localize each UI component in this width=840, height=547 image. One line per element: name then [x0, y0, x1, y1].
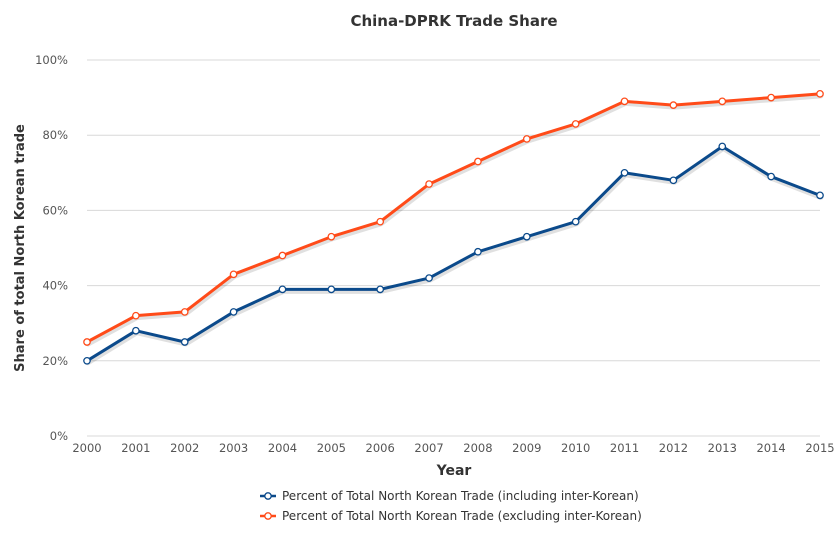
x-tick-label: 2010 [561, 441, 590, 455]
y-axis-ticks: 0% 20% 40% 60% 80% 100% [35, 53, 68, 443]
legend-marker-icon [264, 492, 272, 500]
data-point[interactable] [83, 356, 91, 365]
series-line [85, 144, 822, 363]
x-tick-label: 2006 [366, 441, 395, 455]
data-point[interactable] [180, 338, 189, 346]
x-tick-label: 2001 [121, 441, 150, 455]
series-line-shadow [85, 145, 824, 366]
x-tick-label: 2014 [756, 441, 785, 455]
chart-title: China-DPRK Trade Share [350, 12, 557, 30]
data-point[interactable] [474, 157, 482, 166]
series-line [85, 92, 822, 344]
data-point[interactable] [278, 285, 287, 294]
data-point[interactable] [376, 285, 385, 294]
gridlines [87, 59, 820, 437]
y-tick-label: 80% [42, 128, 68, 142]
data-point[interactable] [229, 270, 238, 279]
legend-item-1[interactable]: Percent of Total North Korean Trade (inc… [260, 489, 639, 503]
x-tick-label: 2000 [72, 441, 101, 455]
data-point[interactable] [522, 135, 531, 143]
series-lines [83, 89, 824, 366]
x-axis-ticks: 2000 2001 2002 2003 2004 2005 2006 2007 2008 2009… [72, 441, 834, 455]
data-point[interactable] [327, 232, 336, 241]
data-point[interactable] [571, 120, 580, 128]
x-tick-label: 2002 [170, 441, 199, 455]
x-tick-label: 2009 [512, 441, 541, 455]
data-point[interactable] [522, 232, 531, 241]
y-tick-label: 60% [42, 203, 68, 217]
data-point[interactable] [376, 217, 385, 226]
data-point[interactable] [180, 308, 189, 316]
y-tick-label: 100% [35, 53, 68, 67]
data-point[interactable] [278, 251, 287, 260]
x-tick-label: 2005 [317, 441, 346, 455]
legend-item-2[interactable]: Percent of Total North Korean Trade (exc… [260, 509, 642, 523]
data-point[interactable] [229, 308, 238, 316]
legend-label: Percent of Total North Korean Trade (inc… [282, 489, 639, 503]
data-point[interactable] [83, 338, 91, 346]
y-tick-label: 20% [42, 354, 68, 368]
data-point[interactable] [718, 97, 727, 106]
x-axis-title: Year [436, 463, 472, 479]
y-axis-title: Share of total North Korean trade [13, 124, 28, 372]
series-1 [83, 142, 824, 366]
x-tick-label: 2004 [268, 441, 297, 455]
y-tick-label: 40% [42, 279, 68, 293]
legend-label: Percent of Total North Korean Trade (exc… [282, 509, 642, 523]
data-point[interactable] [816, 89, 824, 98]
data-point[interactable] [669, 101, 678, 109]
x-tick-label: 2007 [414, 441, 443, 455]
data-point[interactable] [425, 274, 433, 282]
x-tick-label: 2011 [610, 441, 639, 455]
data-point[interactable] [327, 285, 336, 294]
data-point[interactable] [767, 172, 775, 181]
data-point[interactable] [425, 180, 433, 188]
x-tick-label: 2012 [659, 441, 688, 455]
x-tick-label: 2013 [708, 441, 737, 455]
series-line-shadow [85, 93, 824, 347]
legend-marker-icon [264, 512, 272, 520]
x-tick-label: 2015 [805, 441, 834, 455]
data-point[interactable] [816, 191, 824, 200]
data-point[interactable] [132, 326, 140, 335]
data-point[interactable] [620, 97, 629, 106]
x-tick-label: 2003 [219, 441, 248, 455]
data-point[interactable] [571, 217, 580, 226]
x-tick-label: 2008 [463, 441, 492, 455]
data-point[interactable] [132, 311, 140, 320]
legend: Percent of Total North Korean Trade (inc… [260, 489, 642, 523]
data-point[interactable] [718, 142, 727, 151]
data-point[interactable] [474, 247, 482, 256]
data-point[interactable] [767, 93, 775, 102]
data-point[interactable] [620, 168, 629, 177]
y-tick-label: 0% [50, 429, 68, 443]
series-2 [83, 89, 824, 347]
data-point[interactable] [669, 176, 678, 185]
